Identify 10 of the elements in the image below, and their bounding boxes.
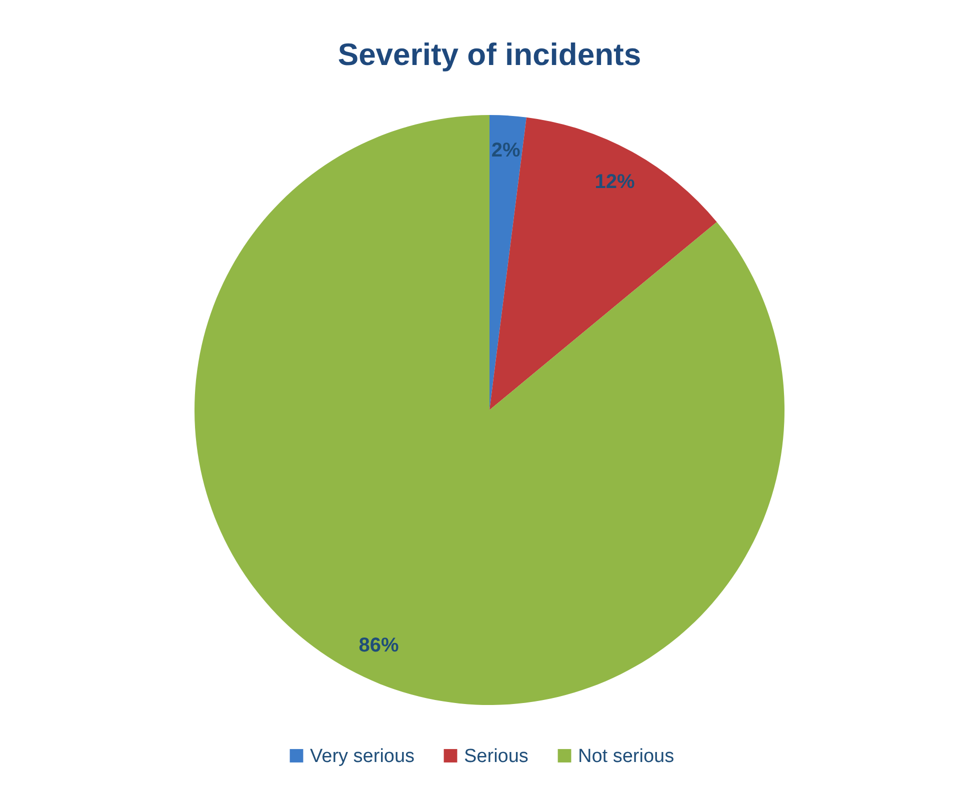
data-label: 12% [594, 171, 635, 194]
pie-slice [490, 117, 717, 410]
pie-slice [194, 115, 784, 705]
chart-title: Severity of incidents [338, 37, 642, 72]
legend-label: Serious [464, 746, 528, 767]
legend-label: Not serious [578, 746, 674, 767]
pie-slice [490, 115, 526, 410]
data-label: 2% [491, 140, 520, 162]
data-label: 86% [358, 634, 400, 656]
legend-label: Very serious [310, 746, 415, 767]
